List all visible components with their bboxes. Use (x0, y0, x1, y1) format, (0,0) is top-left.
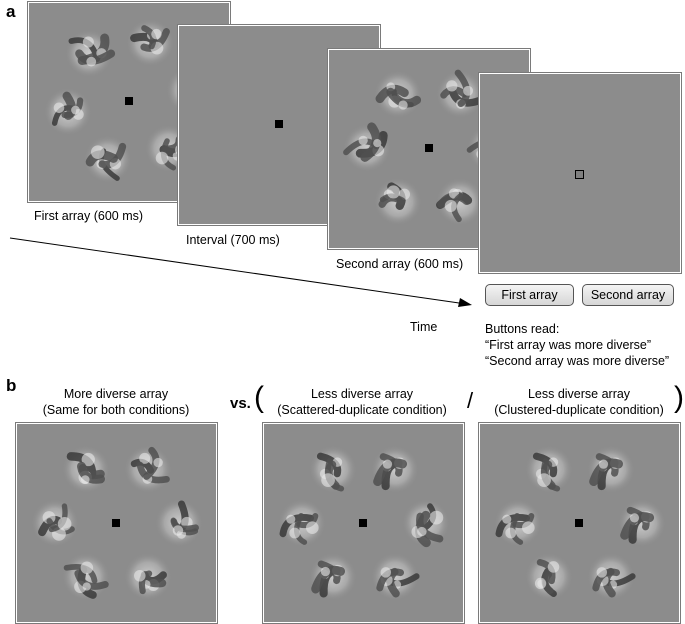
buttons-note-line-2: “First array was more diverse” (485, 338, 651, 352)
texture-blob (124, 445, 172, 494)
buttons-note-line-1: Buttons read: (485, 322, 560, 336)
texture-blob (62, 552, 110, 601)
texture-blob (124, 552, 172, 601)
close-brace: ) (674, 381, 684, 414)
vs-label: vs. (230, 395, 251, 412)
texture-blob (343, 122, 391, 172)
clustered-duplicate-blobs (494, 445, 666, 601)
texture-blob (436, 177, 484, 226)
slash-separator: / (467, 388, 474, 413)
time-label: Time (410, 320, 438, 334)
panel-a-letter: a (6, 2, 16, 21)
less-clustered-title-line-1: Less diverse array (527, 387, 631, 401)
less-scattered-title-line-2: (Scattered-duplicate condition) (277, 403, 447, 417)
panel-b-letter: b (6, 376, 17, 395)
texture-blob (436, 69, 484, 119)
first-array-button[interactable]: First array (485, 284, 574, 306)
texture-blob (494, 499, 542, 547)
texture-blob (525, 445, 573, 494)
texture-blob (374, 177, 422, 226)
response-fixation-point (575, 170, 584, 179)
clustered-duplicate-array-frame (479, 423, 680, 623)
first-array-caption: First array (600 ms) (34, 209, 144, 223)
more-diverse-blobs (31, 445, 203, 601)
less-diverse-clustered-title: Less diverse array (Clustered-duplicate … (479, 386, 679, 418)
fixation-point (275, 120, 283, 128)
texture-blob (371, 552, 420, 601)
more-diverse-title-line-1: More diverse array (63, 387, 169, 401)
texture-blob (402, 499, 450, 548)
texture-blob (65, 29, 116, 78)
texture-blob (309, 445, 357, 494)
fixation-point (359, 519, 367, 527)
texture-blob (587, 552, 636, 601)
texture-blob (309, 552, 357, 601)
more-diverse-title: More diverse array (Same for both condit… (18, 386, 214, 418)
texture-blob (525, 552, 573, 601)
texture-blob (278, 499, 326, 547)
fixation-point (112, 519, 120, 527)
fixation-point (425, 144, 433, 152)
scattered-duplicate-array-frame (263, 423, 464, 623)
time-arrow (9, 237, 472, 307)
texture-blob (62, 445, 110, 494)
buttons-note-line-3: “Second array was more diverse” (485, 354, 670, 368)
texture-blob (374, 70, 422, 119)
texture-blob (618, 499, 666, 547)
interval-caption: Interval (700 ms) (186, 233, 280, 247)
less-clustered-title-line-2: (Clustered-duplicate condition) (494, 403, 664, 417)
texture-blob (587, 445, 635, 494)
texture-blob (126, 18, 175, 67)
more-diverse-array-frame (16, 423, 217, 623)
texture-blob (371, 445, 419, 494)
second-array-button[interactable]: Second array (582, 284, 674, 306)
texture-blob (83, 135, 132, 184)
open-brace: ( (254, 381, 264, 414)
less-scattered-title-line-1: Less diverse array (310, 387, 414, 401)
response-frame (479, 73, 681, 273)
texture-blob (155, 499, 203, 547)
fixation-point (575, 519, 583, 527)
texture-blob (31, 499, 79, 547)
second-array-caption: Second array (600 ms) (336, 257, 464, 271)
fixation-point (125, 97, 133, 105)
texture-blob (43, 87, 92, 136)
less-diverse-scattered-title: Less diverse array (Scattered-duplicate … (262, 386, 462, 418)
more-diverse-title-line-2: (Same for both conditions) (42, 403, 190, 417)
scattered-duplicate-blobs (278, 445, 450, 601)
